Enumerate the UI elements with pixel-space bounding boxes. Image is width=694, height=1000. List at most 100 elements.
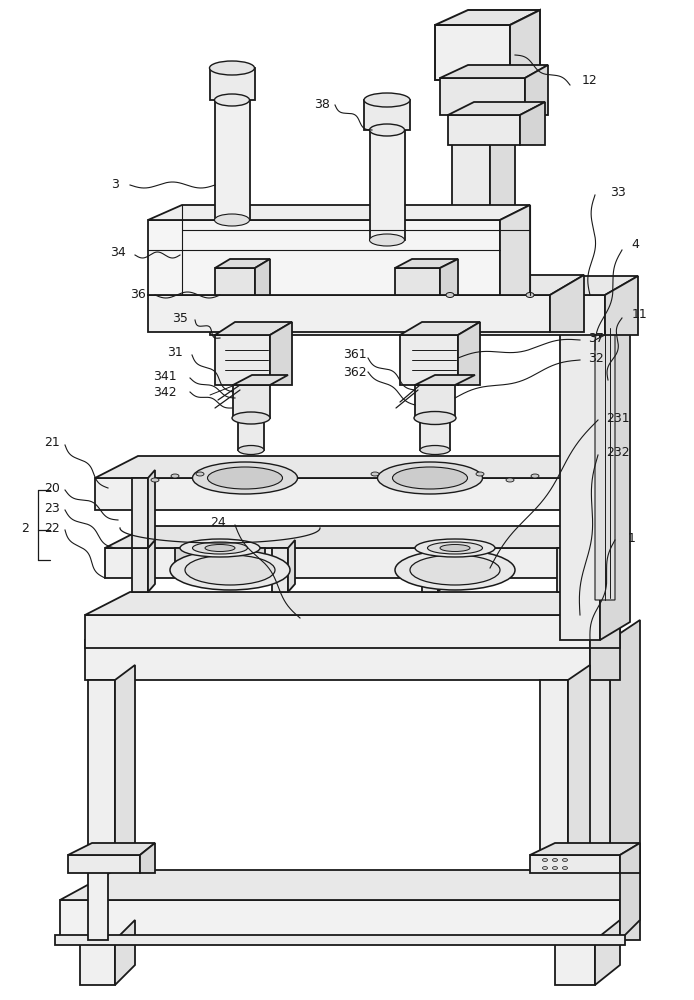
Polygon shape [233,385,270,418]
Polygon shape [215,268,255,295]
Ellipse shape [180,539,260,557]
Polygon shape [490,65,515,295]
Ellipse shape [563,858,568,861]
Text: 232: 232 [606,446,630,460]
Text: 21: 21 [44,436,60,448]
Polygon shape [215,259,270,268]
Polygon shape [80,940,115,985]
Polygon shape [88,680,115,870]
Polygon shape [60,870,640,900]
Text: 362: 362 [344,365,367,378]
Polygon shape [148,220,500,295]
Text: 22: 22 [44,522,60,534]
Polygon shape [555,940,595,985]
Polygon shape [88,855,108,940]
Polygon shape [560,318,600,640]
Polygon shape [210,68,255,100]
Polygon shape [215,335,270,385]
Polygon shape [395,268,440,295]
Ellipse shape [531,474,539,478]
Ellipse shape [526,292,534,298]
Polygon shape [85,615,620,640]
Polygon shape [580,526,610,578]
Text: 4: 4 [631,238,639,251]
Polygon shape [210,295,605,335]
Polygon shape [115,920,135,985]
Polygon shape [95,456,620,478]
Polygon shape [620,843,640,873]
Polygon shape [148,205,530,220]
Ellipse shape [192,462,298,494]
Ellipse shape [196,472,204,476]
Polygon shape [415,375,475,385]
Polygon shape [438,540,445,592]
Polygon shape [210,276,638,295]
Polygon shape [95,478,585,510]
Ellipse shape [428,542,482,554]
Polygon shape [595,920,620,985]
Ellipse shape [410,555,500,585]
Text: 33: 33 [610,186,626,198]
Polygon shape [585,640,610,870]
Polygon shape [557,548,573,592]
Polygon shape [540,680,568,870]
Polygon shape [520,102,545,145]
Polygon shape [115,665,135,870]
Text: 3: 3 [111,178,119,192]
Ellipse shape [563,866,568,869]
Text: 342: 342 [153,385,177,398]
Polygon shape [85,615,590,648]
Ellipse shape [185,555,275,585]
Ellipse shape [369,234,405,246]
Polygon shape [562,478,578,548]
Ellipse shape [369,124,405,136]
Ellipse shape [420,446,450,454]
Polygon shape [530,843,640,855]
Ellipse shape [371,472,379,476]
Ellipse shape [192,542,248,554]
Ellipse shape [395,550,515,590]
Polygon shape [600,300,630,640]
Text: 11: 11 [632,308,648,322]
Ellipse shape [238,446,264,454]
Polygon shape [452,80,490,295]
Polygon shape [573,540,580,592]
Polygon shape [458,322,480,385]
Ellipse shape [393,467,468,489]
Text: 361: 361 [344,349,367,361]
Polygon shape [175,548,195,562]
Polygon shape [525,65,548,115]
Polygon shape [270,322,292,385]
Text: 341: 341 [153,369,177,382]
Polygon shape [420,418,450,450]
Polygon shape [68,855,140,873]
Ellipse shape [208,467,282,489]
Ellipse shape [552,866,557,869]
Polygon shape [148,470,155,548]
Ellipse shape [151,478,159,482]
Polygon shape [448,115,520,145]
Polygon shape [55,935,625,945]
Ellipse shape [232,412,270,424]
Polygon shape [585,456,620,510]
Ellipse shape [440,544,470,552]
Ellipse shape [205,544,235,552]
Polygon shape [132,548,148,592]
Polygon shape [132,478,148,548]
Ellipse shape [214,94,250,106]
Polygon shape [422,548,438,592]
Polygon shape [233,375,288,385]
Ellipse shape [214,214,250,226]
Ellipse shape [414,412,456,424]
Polygon shape [440,65,548,78]
Ellipse shape [552,858,557,861]
Text: 12: 12 [582,74,598,87]
Ellipse shape [543,866,548,869]
Text: 2: 2 [21,522,29,534]
Text: 34: 34 [110,245,126,258]
Polygon shape [415,385,455,418]
Text: 20: 20 [44,482,60,494]
Text: 38: 38 [314,99,330,111]
Polygon shape [140,843,155,873]
Polygon shape [595,330,615,600]
